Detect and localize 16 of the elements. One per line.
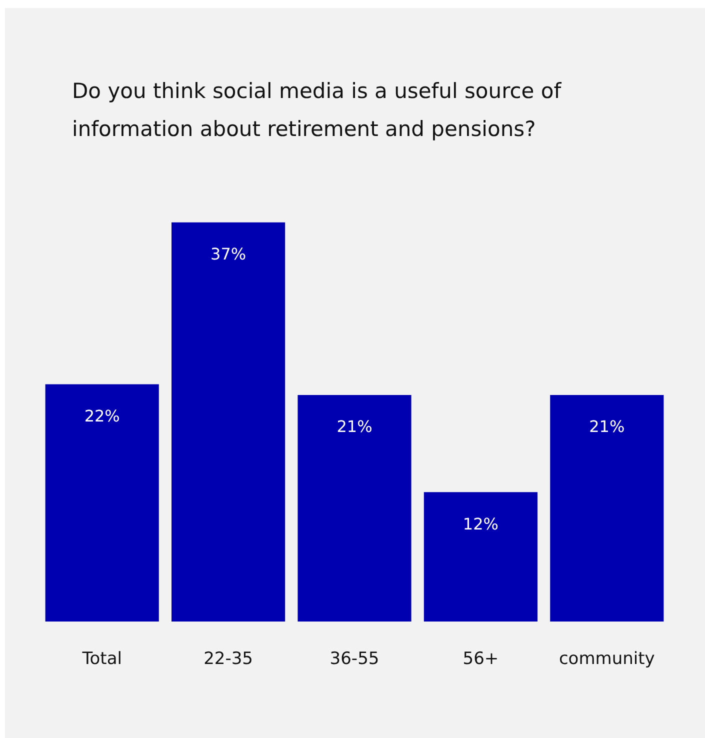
data-label: 12% [462,514,498,534]
chart-title: Do you think social media is a useful source of information about retirement and pensions? [72,78,562,143]
bar [424,492,538,622]
data-label: 22% [84,406,120,426]
x-tick-label: 22-35 [204,649,254,670]
x-tick-label: 56+ [462,649,499,670]
x-tick-label: community [558,649,655,670]
bar [45,384,159,622]
data-label: 37% [210,244,246,264]
bar [550,395,664,622]
bar [172,222,286,622]
x-tick-label: 36-55 [330,649,380,670]
x-tick-label: Total [81,649,122,670]
data-label: 21% [336,417,372,436]
data-label: 21% [589,417,625,436]
bar [298,395,412,622]
